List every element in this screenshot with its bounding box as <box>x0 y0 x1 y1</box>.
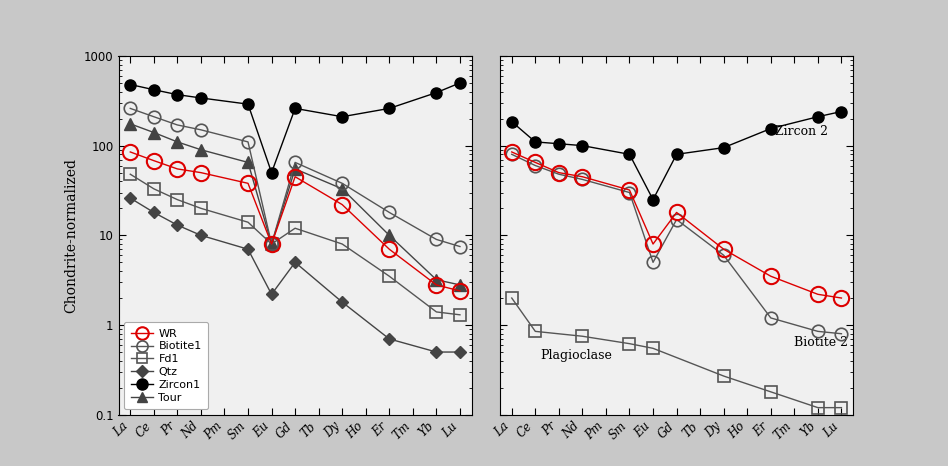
Y-axis label: Chondrite-normalized: Chondrite-normalized <box>64 158 79 313</box>
Text: Plagioclase: Plagioclase <box>540 349 611 362</box>
Text: Zircon 2: Zircon 2 <box>775 125 829 138</box>
Text: Biotite 2: Biotite 2 <box>794 336 848 349</box>
Legend: WR, Biotite1, Fd1, Qtz, Zircon1, Tour: WR, Biotite1, Fd1, Qtz, Zircon1, Tour <box>124 322 209 409</box>
